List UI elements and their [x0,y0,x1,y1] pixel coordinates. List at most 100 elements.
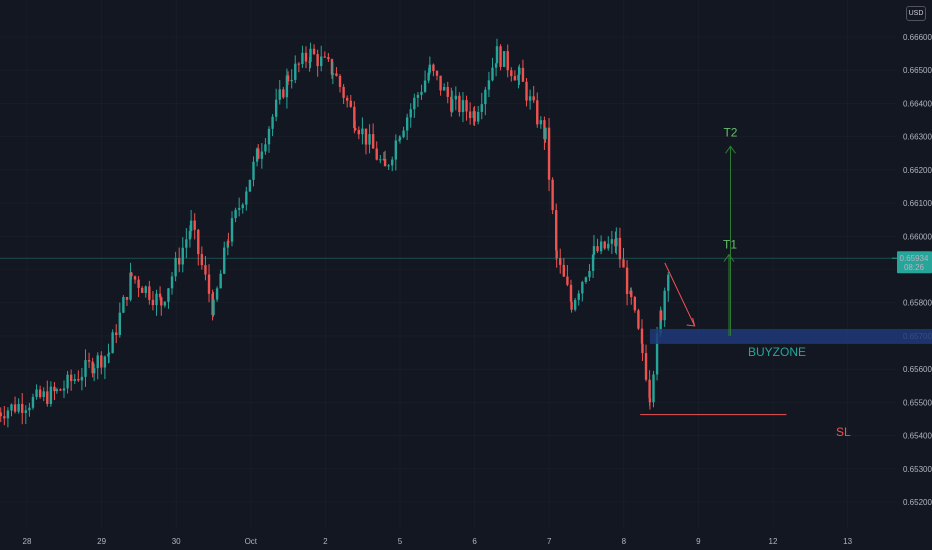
candle-body [163,301,167,306]
price-tag[interactable] [897,251,932,274]
candle-body [80,376,84,381]
x-tick-label: 8 [622,537,627,546]
candle-body [31,396,35,408]
candle-body [241,204,244,209]
candle-body [320,56,323,67]
buyzone-label: BUYZONE [748,345,806,359]
candle-body [219,273,222,289]
candle-body [170,276,174,289]
candle-body [409,109,412,118]
candle-body [641,343,644,354]
candle-body [633,297,637,311]
candle-body [69,374,73,381]
candle-body [189,220,193,232]
candle-body [53,386,56,392]
candle-body [84,360,87,377]
candle-body [495,46,499,64]
candle-body [49,386,53,404]
candle-body [577,293,580,300]
candle-body [204,265,207,275]
candle-body [435,70,439,76]
candle-body [468,111,472,118]
candle-body [10,404,13,411]
candle-body [525,81,528,101]
candle-body [379,159,382,161]
y-tick-label: 0.66500 [903,66,932,75]
candle-body [28,407,31,411]
candle-body [286,75,290,82]
candle-body [177,257,181,265]
candle-body [528,96,532,101]
candle-body [92,368,96,374]
candle-body [517,74,520,81]
candle-body [659,310,663,321]
candle-body [413,97,416,110]
candle-body [502,51,506,67]
candle-body [484,89,487,105]
sl-label: SL [836,425,851,439]
candle-body [309,48,312,63]
candle-body [301,52,304,64]
currency-badge[interactable]: USD [906,6,926,21]
candle-body [129,272,132,300]
candle-body [137,279,140,288]
candle-body [212,299,215,315]
candle-body [630,290,633,298]
candle-body [599,241,603,252]
t2-arrow-head [725,145,736,154]
candle-body [46,391,49,404]
candle-body [454,95,458,100]
candle-body [278,89,281,100]
candle-body [569,284,573,302]
candle-body [461,100,465,113]
candle-body [227,241,230,243]
candle-body [547,127,551,180]
candle-body [480,104,483,112]
candle-body [260,151,264,159]
candle-body [618,237,622,260]
candle-body [122,297,125,313]
candle-body [566,276,569,285]
candle-body [197,229,200,255]
x-tick-label: 9 [696,537,701,546]
candle-body [316,54,319,67]
candle-body [544,127,547,140]
candle-body [215,288,219,300]
candle-body [297,63,301,65]
candle-body [55,389,59,392]
y-tick-label: 0.65500 [903,398,932,407]
candle-body [207,274,211,294]
candle-body [38,389,42,398]
candle-body [264,144,267,152]
t1-arrow-head [723,253,735,262]
candle-body [3,416,6,419]
x-tick-label: 13 [843,537,852,546]
candle-body [518,67,521,75]
candle-body [596,246,599,252]
candle-body [559,258,562,265]
candle-body [185,239,188,248]
y-tick-label: 0.65400 [903,432,932,441]
candle-body [13,404,17,412]
candle-body [6,410,10,419]
candle-body [335,73,338,76]
candle-body [100,355,103,368]
candle-body [555,250,558,259]
candle-body [62,388,66,391]
y-tick-label: 0.65600 [903,365,932,374]
candle-body [570,301,573,310]
candle-body [274,99,278,117]
candle-body [394,140,398,160]
candle-body [35,389,38,397]
candle-body [476,111,480,122]
candle-body [174,257,177,277]
x-tick-label: 28 [23,537,32,546]
candle-body [181,247,184,265]
candle-body [451,99,454,112]
candle-body [148,286,151,300]
candle-body [432,64,435,71]
candle-body [615,237,618,247]
candle-body [294,63,297,80]
candle-body [21,403,24,413]
